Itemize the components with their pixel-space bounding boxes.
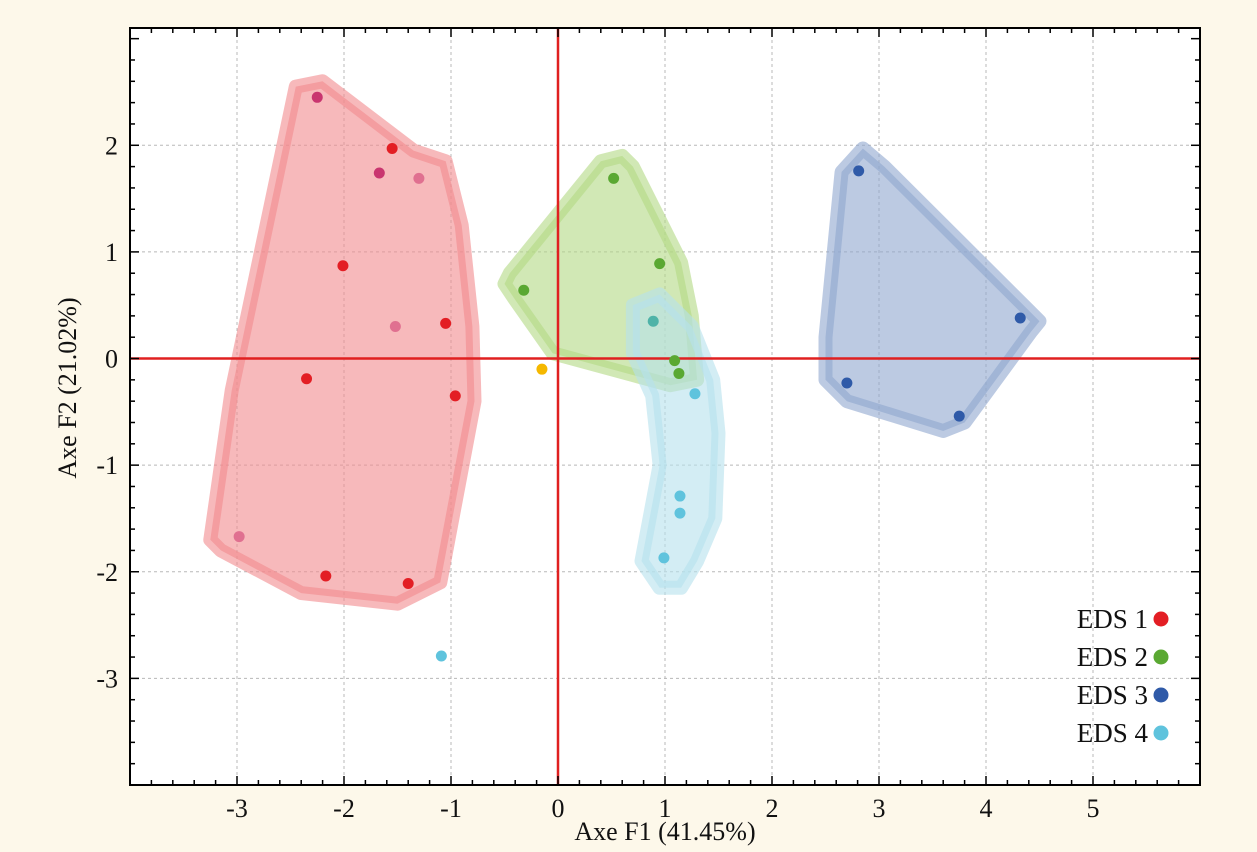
y-tick-label: -3 (96, 664, 118, 693)
data-point (449, 390, 461, 402)
data-point (386, 142, 398, 154)
data-point (320, 570, 332, 582)
data-point (1014, 312, 1026, 324)
x-tick-label: -1 (440, 794, 462, 823)
legend-swatch (1153, 725, 1169, 741)
y-axis-title: Axe F2 (21.02%) (53, 297, 82, 478)
data-point (841, 377, 853, 389)
y-tick-label: 1 (105, 238, 118, 267)
x-tick-label: 5 (1087, 794, 1100, 823)
x-tick-labels: -3 -2 -1 0 1 2 3 4 5 (226, 794, 1099, 823)
data-point (674, 507, 686, 519)
data-point (647, 315, 659, 327)
x-tick-label: 3 (873, 794, 886, 823)
data-point (536, 363, 548, 375)
legend-label: EDS 1 (1077, 604, 1148, 634)
y-tick-label: 0 (105, 345, 118, 374)
data-point (440, 317, 452, 329)
data-point (301, 373, 313, 385)
x-tick-label: 4 (980, 794, 993, 823)
data-point (658, 552, 670, 564)
data-point (853, 165, 865, 177)
axis-ticks (129, 28, 1201, 786)
data-point (233, 531, 245, 543)
legend-swatch (1153, 611, 1169, 627)
legend-label: EDS 3 (1077, 680, 1148, 710)
data-point (337, 260, 349, 272)
cluster-hulls (203, 74, 1047, 611)
origin-lines (130, 28, 1200, 785)
x-tick-label: 0 (552, 794, 565, 823)
legend-swatch (1153, 687, 1169, 703)
x-tick-label: 2 (766, 794, 779, 823)
y-tick-label: -1 (96, 451, 118, 480)
data-point (311, 91, 323, 103)
data-point (608, 172, 620, 184)
y-tick-labels: 2 1 0 -1 -2 -3 (96, 131, 118, 693)
cluster-hull (625, 287, 726, 595)
x-tick-label: 1 (659, 794, 672, 823)
x-axis-title: Axe F1 (41.45%) (574, 817, 755, 846)
legend: EDS 1 EDS 2 EDS 3 EDS 4 (1077, 604, 1169, 748)
cluster-hull (203, 74, 482, 611)
data-point (669, 355, 681, 367)
x-tick-label: -3 (226, 794, 248, 823)
data-point (435, 650, 447, 662)
data-point (389, 321, 401, 333)
data-point (413, 172, 425, 184)
cluster-hull (818, 141, 1047, 438)
y-tick-label: -2 (96, 558, 118, 587)
data-point (674, 490, 686, 502)
data-point (689, 388, 701, 400)
y-tick-label: 2 (105, 131, 118, 160)
legend-label: EDS 2 (1077, 642, 1148, 672)
legend-label: EDS 4 (1077, 718, 1149, 748)
data-point (373, 167, 385, 179)
data-point (518, 284, 530, 296)
data-point (953, 410, 965, 422)
data-point (673, 367, 685, 379)
data-point (654, 258, 666, 270)
legend-swatch (1153, 649, 1169, 665)
data-points (233, 91, 1026, 662)
data-point (402, 577, 414, 589)
x-tick-label: -2 (333, 794, 355, 823)
